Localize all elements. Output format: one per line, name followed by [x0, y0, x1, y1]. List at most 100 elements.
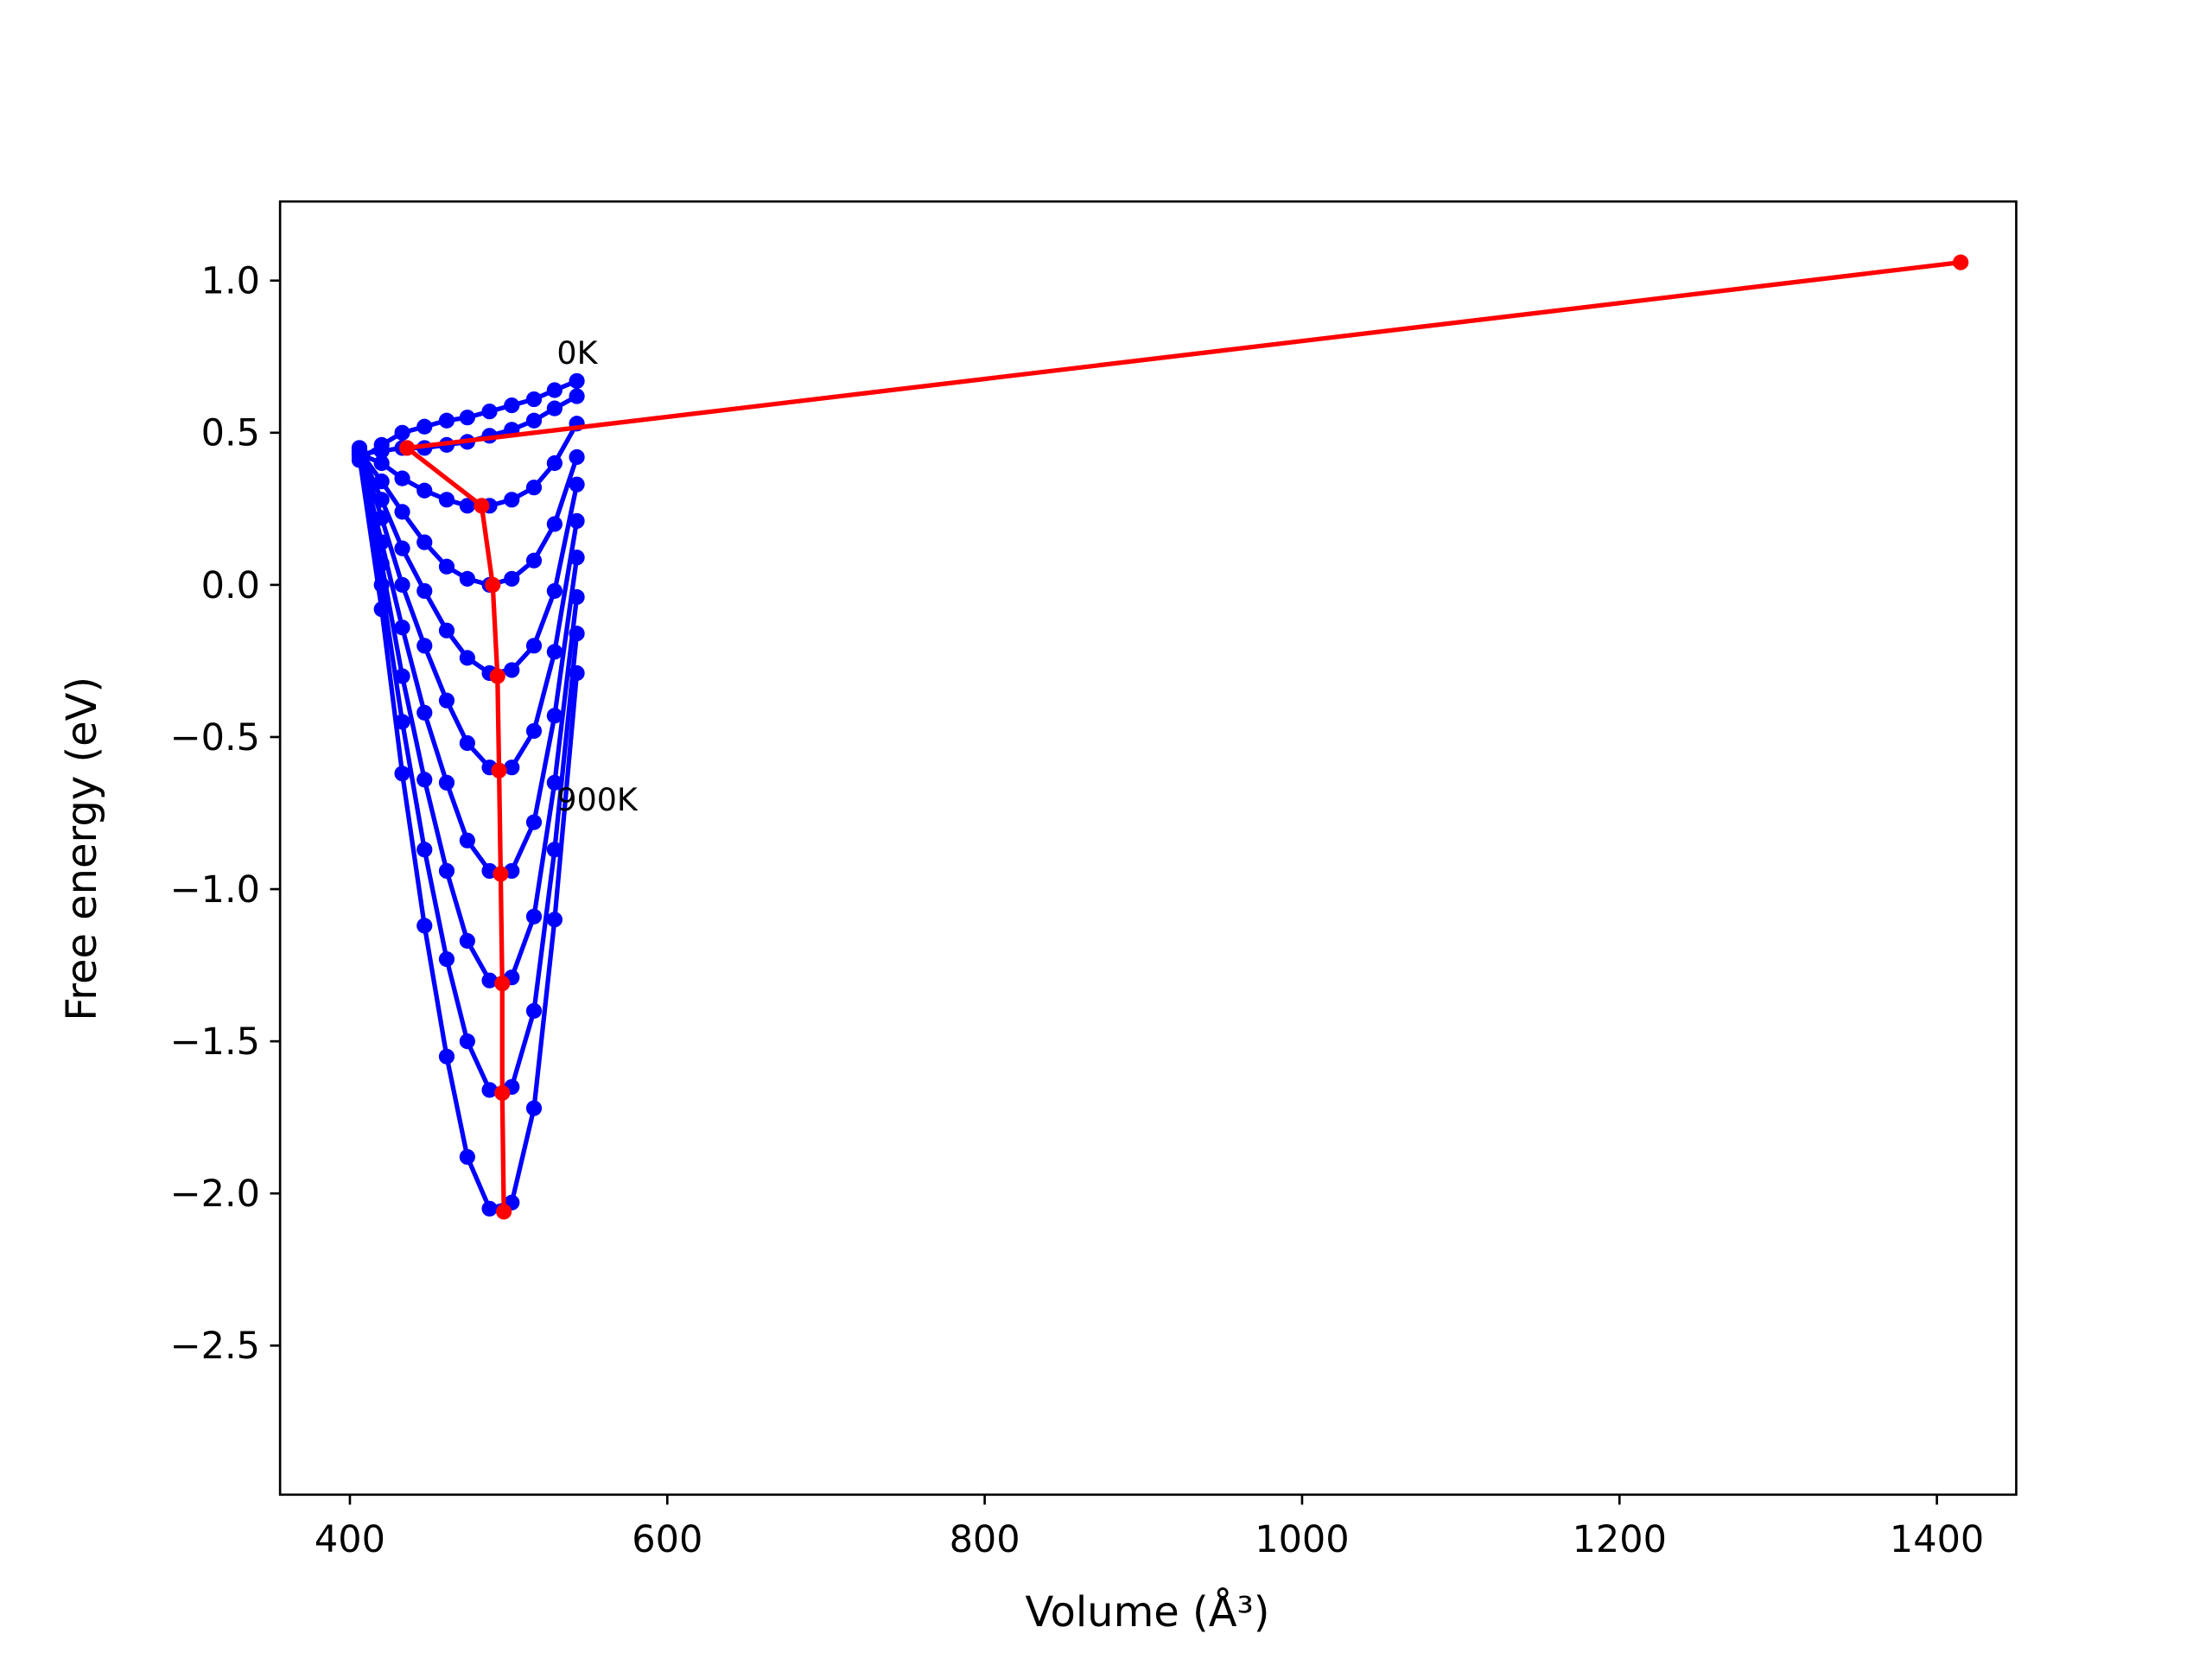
y-tick-label: 0.5: [201, 412, 260, 455]
data-point: [481, 972, 498, 988]
data-point: [525, 908, 543, 925]
data-point: [394, 424, 410, 441]
data-point: [438, 558, 455, 575]
data-point: [525, 638, 543, 654]
y-tick-label: −2.5: [170, 1325, 260, 1368]
data-point: [546, 454, 563, 472]
y-axis-label: Free energy (eV): [58, 677, 106, 1021]
data-point: [491, 762, 507, 779]
data-point: [546, 708, 563, 724]
data-point: [416, 918, 433, 934]
data-point: [569, 388, 585, 404]
y-tick-label: −1.0: [170, 868, 260, 912]
x-tick-label: 1000: [1255, 1518, 1349, 1561]
data-point: [459, 1033, 475, 1050]
data-point: [438, 950, 455, 968]
y-tick-label: −1.5: [170, 1020, 260, 1064]
data-point: [1953, 254, 1969, 270]
data-point: [351, 448, 368, 466]
data-point: [546, 644, 563, 660]
x-tick-label: 1200: [1573, 1518, 1667, 1561]
data-point: [459, 1148, 475, 1166]
data-point: [416, 704, 433, 721]
x-tick-label: 1400: [1890, 1518, 1984, 1561]
data-point: [416, 482, 433, 499]
data-point: [546, 382, 563, 398]
data-point: [481, 404, 498, 420]
data-point: [546, 516, 563, 532]
data-point: [394, 620, 410, 636]
data-point: [546, 912, 563, 928]
data-point: [459, 650, 475, 666]
data-point: [546, 400, 563, 416]
data-point: [416, 582, 433, 600]
data-point: [394, 504, 410, 520]
data-point: [394, 668, 410, 684]
data-point: [504, 760, 520, 776]
annotation: 900K: [556, 781, 638, 818]
y-tick-label: −0.5: [170, 716, 260, 760]
data-point: [485, 576, 501, 593]
data-point: [525, 480, 543, 496]
data-point: [373, 601, 390, 618]
series-line: [404, 259, 1961, 1212]
data-point: [569, 664, 585, 682]
data-point: [459, 570, 475, 587]
data-point: [569, 512, 585, 530]
data-point: [569, 626, 585, 642]
data-point: [438, 622, 455, 639]
x-axis-label: Volume (Å³): [1025, 1587, 1269, 1637]
data-point: [394, 540, 410, 556]
data-point: [525, 1100, 543, 1116]
data-point: [569, 588, 585, 606]
data-point: [416, 418, 433, 435]
data-point: [504, 570, 520, 587]
data-point: [438, 692, 455, 709]
data-point: [459, 498, 475, 514]
y-tick-label: 1.0: [201, 260, 260, 303]
data-point: [438, 862, 455, 880]
data-point: [459, 932, 475, 950]
data-point: [525, 391, 543, 408]
x-tick-label: 400: [315, 1518, 385, 1561]
data-point: [546, 774, 563, 791]
y-tick-label: 0.0: [201, 564, 260, 607]
x-tick-label: 800: [950, 1518, 1020, 1561]
data-point: [373, 454, 390, 472]
data-point: [493, 866, 509, 882]
data-point: [438, 774, 455, 791]
data-point: [525, 814, 543, 830]
data-point: [569, 550, 585, 566]
data-point: [569, 448, 585, 466]
data-point: [459, 410, 475, 426]
data-point: [494, 1084, 511, 1102]
data-point: [481, 1200, 498, 1217]
data-point: [394, 470, 410, 486]
data-point: [525, 1002, 543, 1019]
data-point: [416, 772, 433, 788]
data-point: [416, 638, 433, 654]
data-point: [504, 492, 520, 508]
data-point: [373, 442, 390, 460]
data-point: [569, 372, 585, 390]
data-point: [474, 498, 490, 514]
data-point: [416, 534, 433, 550]
y-tick-label: −2.0: [170, 1173, 260, 1216]
data-point: [481, 1082, 498, 1098]
data-point: [494, 976, 511, 992]
data-point: [504, 397, 520, 414]
plot-frame: [278, 200, 2018, 1497]
annotation: 0K: [556, 334, 598, 372]
data-point: [489, 668, 505, 684]
data-point: [394, 766, 410, 782]
data-point: [525, 552, 543, 569]
x-tick-label: 600: [632, 1518, 702, 1561]
data-point: [496, 1204, 512, 1220]
data-point: [459, 832, 475, 849]
data-point: [394, 576, 410, 593]
data-point: [398, 440, 416, 456]
data-point: [459, 734, 475, 752]
data-point: [569, 476, 585, 493]
